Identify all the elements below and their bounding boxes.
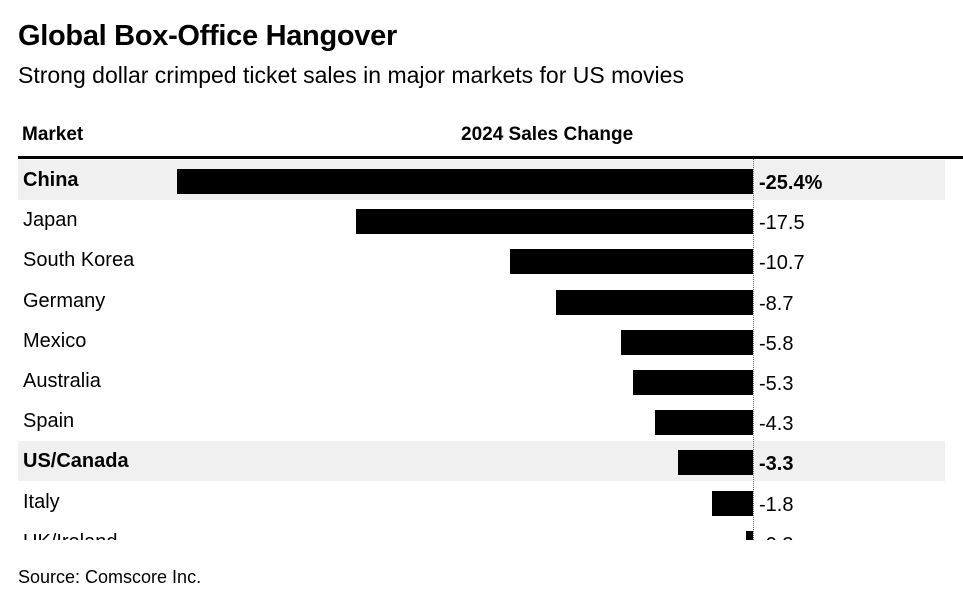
market-label: China: [23, 169, 79, 191]
market-label: Mexico: [23, 330, 87, 352]
table-row: Spain -4.3: [18, 401, 945, 441]
table-row: Japan -17.5: [18, 200, 945, 240]
sales-change-value: -0.3: [759, 534, 793, 540]
table-row: US/Canada -3.3: [18, 441, 945, 481]
market-label: Italy: [23, 491, 60, 513]
sales-change-bar: [632, 370, 753, 395]
sales-change-value: -8.7: [759, 293, 794, 315]
market-column-header: Market: [22, 124, 84, 145]
sales-change-value: -5.8: [759, 333, 794, 355]
table-row: Australia -5.3: [18, 361, 945, 401]
bar-table: China -25.4% Japan -17.5 South Korea -10.7 Ger…: [0, 159, 963, 540]
sales-change-value: -3.3: [759, 453, 794, 475]
table-row: Italy -1.8: [18, 482, 945, 522]
market-label: Spain: [23, 410, 75, 432]
sales-change-column-header: 2024 Sales Change: [461, 124, 634, 145]
table-row: China -25.4%: [18, 160, 945, 200]
sales-change-bar: [177, 169, 753, 194]
sales-change-bar: [746, 531, 753, 540]
sales-change-bar: [655, 410, 753, 435]
chart-title: Global Box-Office Hangover: [18, 20, 397, 52]
market-label: Japan: [23, 209, 78, 231]
table-row: UK/Ireland -0.3: [18, 522, 945, 540]
sales-change-value: -5.3: [759, 373, 794, 395]
sales-change-value: -4.3: [759, 413, 794, 435]
sales-change-bar: [510, 249, 753, 274]
zero-line: [753, 159, 754, 540]
table-row: Mexico -5.8: [18, 321, 945, 361]
sales-change-bar: [712, 491, 753, 516]
table-row: South Korea -10.7: [18, 240, 945, 280]
market-label: Australia: [23, 370, 101, 392]
sales-change-bar: [356, 209, 753, 234]
header-rule: [18, 156, 963, 159]
market-label: UK/Ireland: [23, 531, 118, 540]
sales-change-value: -10.7: [759, 252, 805, 274]
market-label: Germany: [23, 290, 106, 312]
sales-change-value: -1.8: [759, 494, 794, 516]
sales-change-bar: [621, 330, 753, 355]
sales-change-value: -17.5: [759, 212, 805, 234]
sales-change-value: -25.4%: [759, 172, 823, 194]
market-label: South Korea: [23, 249, 135, 271]
source-note: Source: Comscore Inc.: [18, 567, 202, 587]
market-label: US/Canada: [23, 450, 129, 472]
sales-change-bar: [678, 450, 753, 475]
table-row: Germany -8.7: [18, 281, 945, 321]
sales-change-bar: [555, 290, 753, 315]
chart-subtitle: Strong dollar crimped ticket sales in ma…: [18, 62, 684, 88]
